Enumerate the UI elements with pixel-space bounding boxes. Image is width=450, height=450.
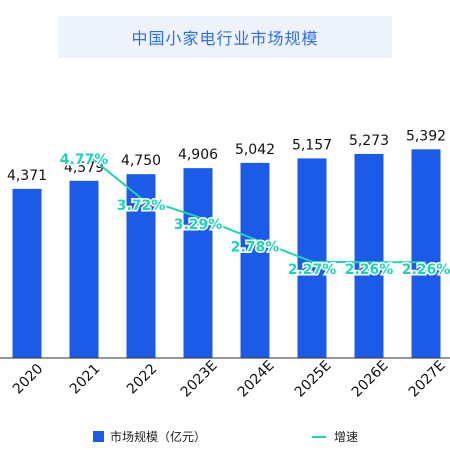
x-tick-label: 2022 — [124, 361, 161, 398]
legend-bar-swatch — [93, 431, 104, 442]
x-tick-label: 2027E — [406, 358, 449, 401]
bar-2022 — [126, 174, 156, 358]
growth-value-label: 3.72% — [117, 198, 166, 214]
bar-value-label: 5,392 — [406, 128, 446, 144]
legend-line-swatch — [312, 435, 326, 438]
bar-value-label: 4,906 — [178, 147, 218, 163]
x-tick-label: 2025E — [292, 358, 335, 401]
growth-line — [83, 151, 426, 264]
bar-value-label: 5,157 — [292, 137, 332, 153]
growth-value-label: 2.26% — [345, 262, 394, 278]
bar-value-label: 4,579 — [64, 160, 104, 176]
bar-2023E — [183, 168, 213, 358]
growth-value-label: 3.29% — [174, 217, 223, 233]
bar-2026E — [354, 153, 384, 358]
bar-2027E — [411, 149, 441, 358]
x-tick-label: 2021 — [67, 361, 104, 398]
x-tick-label: 2020 — [10, 361, 47, 398]
x-tick-label: 2026E — [349, 358, 392, 401]
bar-2020 — [12, 188, 42, 358]
bar-value-label: 4,750 — [121, 153, 161, 169]
x-tick-label: 2024E — [235, 358, 278, 401]
legend-item-growth: 增速 — [312, 426, 358, 445]
growth-value-label: 4.77% — [60, 152, 109, 168]
chart-title: 中国小家电行业市场规模 — [131, 29, 319, 48]
bar-2024E — [240, 162, 270, 358]
growth-value-label: 2.26% — [402, 262, 450, 278]
bar-value-label: 4,371 — [7, 168, 47, 184]
legend-label-market-size: 市场规模（亿元） — [110, 430, 207, 444]
bar-2021 — [69, 180, 99, 358]
chart-title-box: 中国小家电行业市场规模 — [58, 16, 392, 58]
bar-value-label: 5,273 — [349, 133, 389, 149]
growth-value-label: 2.27% — [288, 262, 337, 278]
x-tick-label: 2023E — [178, 358, 221, 401]
bar-value-label: 5,042 — [235, 142, 275, 158]
growth-value-label: 2.78% — [231, 239, 280, 255]
legend-item-market-size: 市场规模（亿元） — [93, 426, 206, 445]
legend-label-growth: 增速 — [334, 430, 359, 444]
